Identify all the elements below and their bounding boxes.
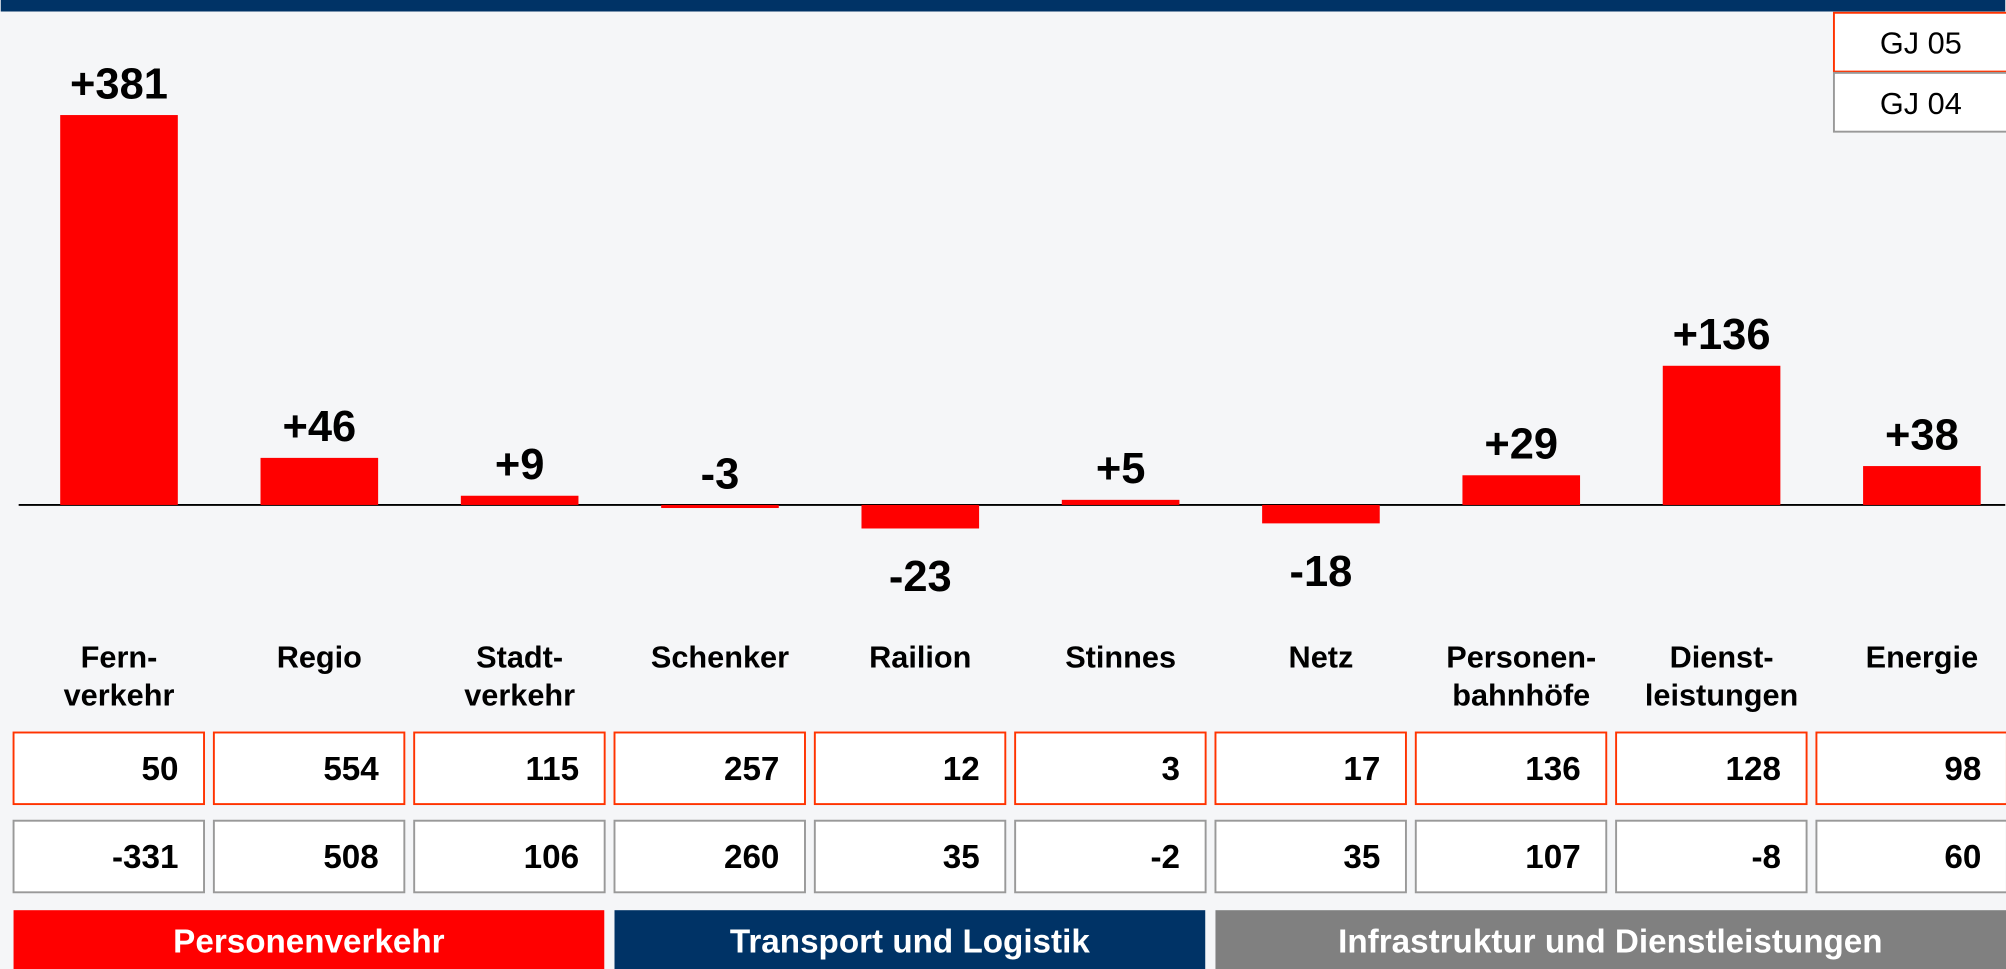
- table-cell: [1014, 731, 1207, 806]
- bar: [661, 504, 779, 509]
- table-value: 128: [1726, 751, 1781, 788]
- value-label: +38: [1885, 411, 1959, 459]
- value-label: +46: [282, 403, 356, 451]
- table-cell: [212, 731, 406, 806]
- group-label: Personenverkehr: [173, 923, 444, 960]
- table-cell: [813, 819, 1007, 894]
- table-cell: [1615, 731, 1808, 806]
- table-value: 260: [724, 839, 779, 876]
- bar: [460, 495, 579, 505]
- table-value: -331: [112, 839, 178, 876]
- table-value: 12: [943, 751, 980, 788]
- bar: [260, 457, 379, 505]
- table-value: 35: [943, 839, 980, 876]
- table-cell: [613, 819, 806, 894]
- table-value: 554: [323, 751, 379, 788]
- table-cell: [12, 819, 205, 894]
- value-label: +5: [1096, 445, 1146, 493]
- legend-box: [1832, 71, 2006, 133]
- table-value: 115: [526, 751, 580, 788]
- bar: [1262, 504, 1380, 524]
- bar: [1061, 499, 1180, 505]
- category-label: Dienst-leistungen: [1645, 639, 1798, 712]
- category-label: Stinnes: [1065, 639, 1176, 674]
- value-label: +9: [495, 441, 545, 489]
- table-value: 98: [1944, 751, 1981, 788]
- table-cell: [12, 731, 205, 806]
- category-label: Energie: [1866, 639, 1979, 674]
- value-label: +381: [70, 60, 168, 108]
- group-band: [614, 910, 1206, 969]
- bar: [60, 115, 178, 505]
- category-label: Regio: [277, 639, 362, 674]
- table-cell: [413, 731, 606, 806]
- value-label: -18: [1290, 548, 1353, 596]
- table-cell: [1414, 819, 1608, 894]
- legend-label: GJ 05: [1880, 26, 1962, 61]
- table-cell: [613, 731, 806, 806]
- legend-label: GJ 04: [1880, 86, 1962, 121]
- table-value: 60: [1944, 839, 1981, 876]
- table-cell: [212, 819, 406, 894]
- category-label: Personen-bahnhöfe: [1446, 639, 1596, 712]
- table-cell: [1214, 731, 1407, 806]
- group-band: [1215, 910, 2006, 969]
- category-label: Schenker: [651, 639, 789, 674]
- table-value: 3: [1162, 751, 1180, 788]
- table-value: 106: [524, 839, 579, 876]
- table-value: 136: [1525, 751, 1580, 788]
- table-cell: [1414, 731, 1608, 806]
- legend-box: [1832, 11, 2006, 73]
- table-cell: [413, 819, 606, 894]
- table-value: 17: [1343, 751, 1380, 788]
- group-band: [13, 910, 605, 969]
- bar: [861, 504, 980, 529]
- table-value: 257: [724, 751, 779, 788]
- table-cell: [813, 731, 1007, 806]
- group-label: Transport und Logistik: [730, 923, 1090, 960]
- group-label: Infrastruktur und Dienstleistungen: [1338, 923, 1882, 960]
- value-label: +29: [1484, 421, 1558, 469]
- bar: [1863, 466, 1981, 505]
- value-label: -3: [701, 450, 740, 498]
- bar: [1462, 475, 1581, 505]
- table-value: 50: [142, 751, 179, 788]
- top-stripe: [0, 0, 2006, 12]
- table-cell: [1815, 731, 2006, 806]
- table-cell: [1815, 819, 2006, 894]
- table-value: 107: [1525, 839, 1580, 876]
- table-cell: [1214, 819, 1407, 894]
- table-value: 35: [1343, 839, 1380, 876]
- value-label: +136: [1673, 311, 1771, 359]
- table-cell: [1014, 819, 1207, 894]
- table-value: 508: [323, 839, 378, 876]
- table-cell: [1615, 819, 1808, 894]
- value-label: -23: [889, 553, 952, 601]
- category-label: Fern-verkehr: [64, 639, 175, 712]
- category-label: Netz: [1289, 639, 1354, 674]
- table-value: -2: [1151, 839, 1181, 876]
- category-label: Railion: [869, 639, 971, 674]
- bar: [1662, 365, 1781, 505]
- table-value: -8: [1751, 839, 1781, 876]
- category-label: Stadt-verkehr: [464, 639, 575, 712]
